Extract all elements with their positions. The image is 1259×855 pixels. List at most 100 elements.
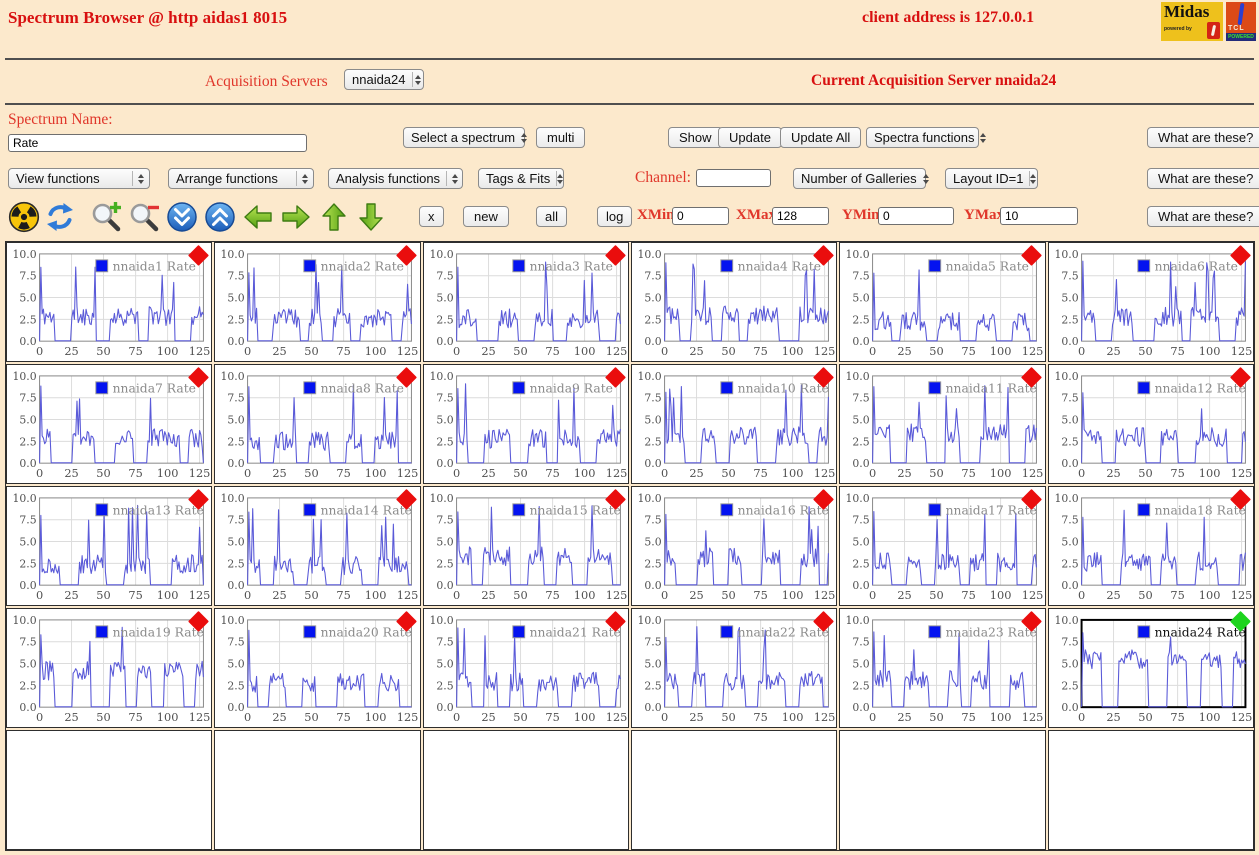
svg-text:0.0: 0.0 <box>1061 579 1078 592</box>
svg-text:10.0: 10.0 <box>1054 370 1078 383</box>
svg-text:25: 25 <box>689 344 703 358</box>
spectrum-cell-3[interactable]: 10.07.55.02.50.00255075100125 nnaida3 Ra… <box>423 242 629 362</box>
what-are-these-button-2[interactable]: What are these? <box>1147 168 1259 189</box>
spectrum-cell-21[interactable]: 10.07.55.02.50.00255075100125 nnaida21 R… <box>423 608 629 728</box>
spectrum-cell-10[interactable]: 10.07.55.02.50.00255075100125 nnaida10 R… <box>631 364 837 484</box>
ymin-input[interactable] <box>878 207 954 225</box>
legend-swatch <box>304 504 316 516</box>
xmax-input[interactable] <box>772 207 829 225</box>
page-title: Spectrum Browser @ http aidas1 8015 <box>8 8 287 28</box>
fast-up-icon[interactable] <box>204 201 236 233</box>
analysis-functions-select[interactable]: Analysis functions <box>328 168 463 189</box>
svg-text:7.5: 7.5 <box>644 392 661 405</box>
svg-text:2.5: 2.5 <box>853 435 870 448</box>
all-button[interactable]: all <box>536 206 567 227</box>
svg-text:25: 25 <box>1106 710 1120 724</box>
spectrum-cell-15[interactable]: 10.07.55.02.50.00255075100125 nnaida15 R… <box>423 486 629 606</box>
legend-label: nnaida20 Rate <box>321 625 412 639</box>
arrow-down-icon[interactable] <box>355 201 387 233</box>
spectrum-cell-19[interactable]: 10.07.55.02.50.00255075100125 nnaida19 R… <box>6 608 212 728</box>
spectrum-cell-12[interactable]: 10.07.55.02.50.00255075100125 nnaida12 R… <box>1048 364 1254 484</box>
layout-id-select[interactable]: Layout ID=1 <box>945 168 1038 189</box>
svg-text:5.0: 5.0 <box>436 291 453 304</box>
arrow-up-icon[interactable] <box>318 201 350 233</box>
spectrum-cell-5[interactable]: 10.07.55.02.50.00255075100125 nnaida5 Ra… <box>839 242 1045 362</box>
new-button[interactable]: new <box>463 206 509 227</box>
legend-label: nnaida6 Rate <box>1154 259 1237 273</box>
what-are-these-button-1[interactable]: What are these? <box>1147 127 1259 148</box>
spectrum-cell-13[interactable]: 10.07.55.02.50.00255075100125 nnaida13 R… <box>6 486 212 606</box>
legend-swatch <box>721 504 733 516</box>
view-functions-select[interactable]: View functions <box>8 168 150 189</box>
spectrum-cell-24[interactable]: 10.07.55.02.50.00255075100125 nnaida24 R… <box>1048 608 1254 728</box>
svg-text:10.0: 10.0 <box>846 248 870 261</box>
spectrum-cell-7[interactable]: 10.07.55.02.50.00255075100125 nnaida7 Ra… <box>6 364 212 484</box>
spectrum-chart: 10.07.55.02.50.00255075100125 nnaida1 Ra… <box>7 243 211 361</box>
spectrum-cell-9[interactable]: 10.07.55.02.50.00255075100125 nnaida9 Ra… <box>423 364 629 484</box>
svg-text:2.5: 2.5 <box>436 557 453 570</box>
svg-text:0: 0 <box>453 466 460 480</box>
svg-text:100: 100 <box>990 588 1012 602</box>
spectrum-cell-4[interactable]: 10.07.55.02.50.00255075100125 nnaida4 Ra… <box>631 242 837 362</box>
svg-text:10.0: 10.0 <box>12 248 36 261</box>
spectrum-cell-2[interactable]: 10.07.55.02.50.00255075100125 nnaida2 Ra… <box>214 242 420 362</box>
select-a-spectrum-select[interactable]: Select a spectrum <box>403 127 525 148</box>
svg-text:5.0: 5.0 <box>436 413 453 426</box>
svg-text:100: 100 <box>1198 588 1220 602</box>
svg-text:50: 50 <box>305 344 319 358</box>
update-all-button[interactable]: Update All <box>780 127 861 148</box>
svg-text:25: 25 <box>898 588 912 602</box>
svg-text:0.0: 0.0 <box>853 579 870 592</box>
spectrum-name-input[interactable] <box>8 134 307 152</box>
spectrum-cell-17[interactable]: 10.07.55.02.50.00255075100125 nnaida17 R… <box>839 486 1045 606</box>
svg-text:50: 50 <box>96 466 110 480</box>
arrow-left-icon[interactable] <box>242 201 274 233</box>
multi-button[interactable]: multi <box>536 127 585 148</box>
xmin-input[interactable] <box>672 207 729 225</box>
svg-text:5.0: 5.0 <box>19 413 36 426</box>
log-button[interactable]: log <box>597 206 632 227</box>
fast-down-icon[interactable] <box>166 201 198 233</box>
acquisition-server-select[interactable]: nnaida24 <box>344 69 424 90</box>
number-of-galleries-select[interactable]: Number of Galleries <box>793 168 926 189</box>
spectrum-cell-11[interactable]: 10.07.55.02.50.00255075100125 nnaida11 R… <box>839 364 1045 484</box>
svg-text:25: 25 <box>481 710 495 724</box>
svg-text:7.5: 7.5 <box>853 514 870 527</box>
zoom-in-icon[interactable] <box>90 201 122 233</box>
svg-text:0.0: 0.0 <box>1061 701 1078 714</box>
radiation-icon[interactable] <box>8 201 40 233</box>
arrange-functions-select[interactable]: Arrange functions <box>168 168 314 189</box>
spectrum-cell-23[interactable]: 10.07.55.02.50.00255075100125 nnaida23 R… <box>839 608 1045 728</box>
ymax-input[interactable] <box>1000 207 1078 225</box>
what-are-these-button-3[interactable]: What are these? <box>1147 206 1259 227</box>
select-stepper-icon <box>923 174 929 184</box>
svg-text:2.5: 2.5 <box>228 313 245 326</box>
spectrum-cell-6[interactable]: 10.07.55.02.50.00255075100125 nnaida6 Ra… <box>1048 242 1254 362</box>
channel-input[interactable] <box>696 169 771 187</box>
svg-text:2.5: 2.5 <box>228 557 245 570</box>
spectrum-cell-1[interactable]: 10.07.55.02.50.00255075100125 nnaida1 Ra… <box>6 242 212 362</box>
x-button[interactable]: x <box>419 206 444 227</box>
svg-text:125: 125 <box>1022 344 1044 358</box>
svg-text:0: 0 <box>661 710 668 724</box>
tags-and-fits-select[interactable]: Tags & Fits <box>478 168 564 189</box>
refresh-icon[interactable] <box>44 201 76 233</box>
spectrum-cell-20[interactable]: 10.07.55.02.50.00255075100125 nnaida20 R… <box>214 608 420 728</box>
svg-text:0.0: 0.0 <box>19 457 36 470</box>
legend-swatch <box>1137 626 1149 638</box>
show-button[interactable]: Show <box>668 127 723 148</box>
spectrum-cell-16[interactable]: 10.07.55.02.50.00255075100125 nnaida16 R… <box>631 486 837 606</box>
spectra-functions-select[interactable]: Spectra functions <box>866 127 979 148</box>
update-button[interactable]: Update <box>718 127 782 148</box>
svg-text:10.0: 10.0 <box>429 370 453 383</box>
svg-text:125: 125 <box>605 466 627 480</box>
spectrum-cell-22[interactable]: 10.07.55.02.50.00255075100125 nnaida22 R… <box>631 608 837 728</box>
legend-swatch <box>929 504 941 516</box>
spectrum-cell-8[interactable]: 10.07.55.02.50.00255075100125 nnaida8 Ra… <box>214 364 420 484</box>
arrow-right-icon[interactable] <box>280 201 312 233</box>
zoom-out-icon[interactable] <box>128 201 160 233</box>
spectrum-cell-14[interactable]: 10.07.55.02.50.00255075100125 nnaida14 R… <box>214 486 420 606</box>
legend-swatch <box>304 626 316 638</box>
svg-text:125: 125 <box>814 466 836 480</box>
spectrum-cell-18[interactable]: 10.07.55.02.50.00255075100125 nnaida18 R… <box>1048 486 1254 606</box>
